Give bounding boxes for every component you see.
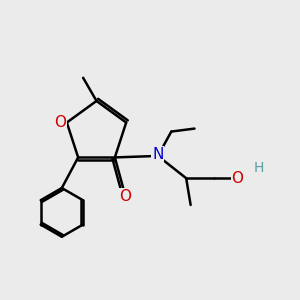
Text: H: H bbox=[253, 161, 264, 175]
Text: O: O bbox=[54, 115, 66, 130]
Text: O: O bbox=[232, 171, 244, 186]
Text: N: N bbox=[152, 147, 164, 162]
Text: O: O bbox=[119, 189, 131, 204]
